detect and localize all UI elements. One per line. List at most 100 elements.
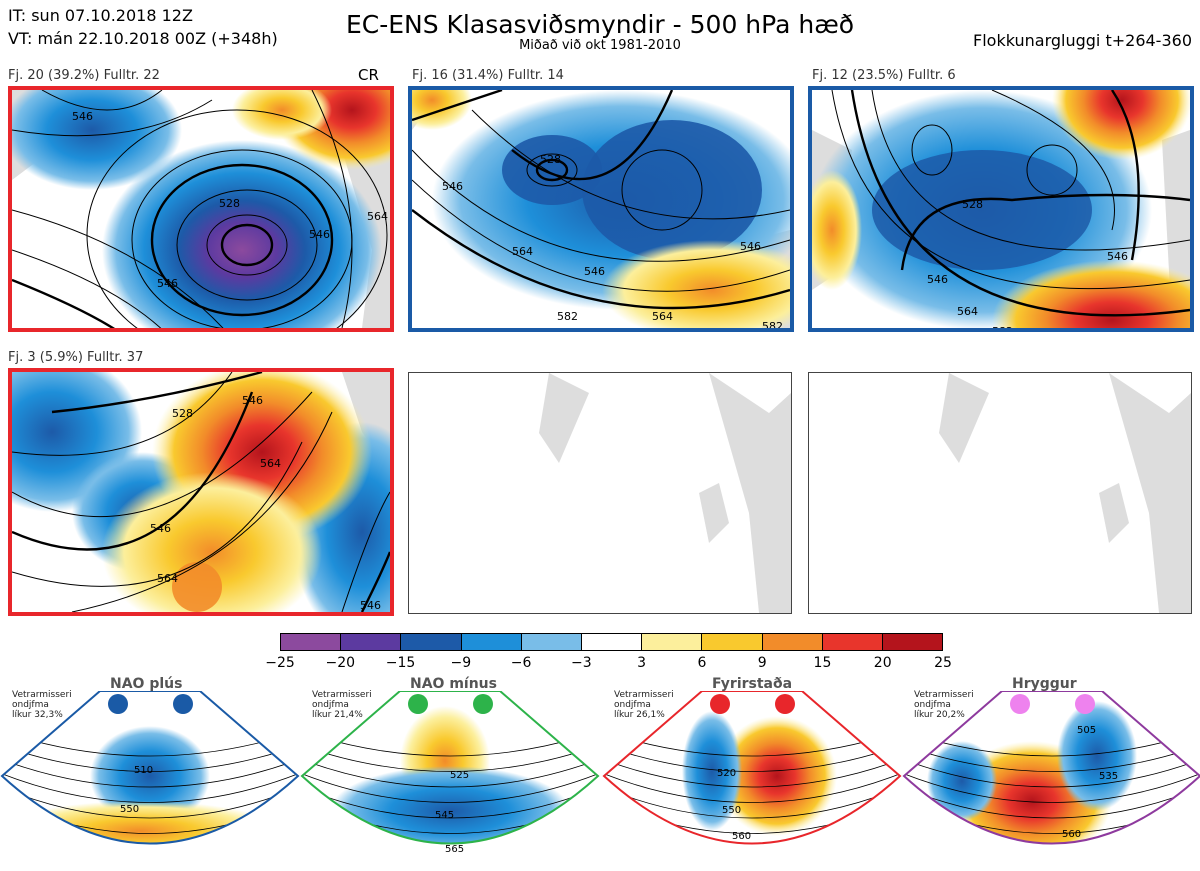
colorbar-swatch <box>882 634 943 650</box>
regime-contour-label: 510 <box>134 765 153 776</box>
cluster-map-4: 528 546 546 564 564 546 <box>8 368 394 616</box>
regime-map: 525 545 565 <box>300 691 600 855</box>
regime-contour-label: 520 <box>717 768 736 779</box>
regime-map: 510 550 <box>0 691 300 845</box>
colorbar-swatch <box>642 634 703 650</box>
regime-note-line: Vetrarmisseri <box>312 690 372 700</box>
regime-note-line: Vetrarmisseri <box>12 690 72 700</box>
contour-label: 546 <box>150 522 171 535</box>
colorbar-swatch <box>341 634 402 650</box>
page-subtitle: Miðað við okt 1981-2010 <box>519 38 681 53</box>
empty-map-5 <box>408 372 792 614</box>
contour-label: 528 <box>219 197 240 210</box>
contour-label: 546 <box>584 265 605 278</box>
contour-label: 546 <box>242 394 263 407</box>
colorbar-swatch <box>822 634 883 650</box>
regime-map: 505 535 560 <box>902 691 1200 845</box>
colorbar-swatch <box>401 634 462 650</box>
regime-note-line: líkur 26,1% <box>614 710 665 720</box>
contour-label: 546 <box>309 228 330 241</box>
regime-note: Vetrarmisseri ondjfma líkur 26,1% <box>614 690 674 720</box>
panel-1-label: Fj. 20 (39.2%) Fulltr. 22 <box>8 68 160 83</box>
contour-label: 564 <box>957 305 978 318</box>
colorbar-swatch <box>581 634 643 650</box>
page-title: EC-ENS Klasasviðsmyndir - 500 hPa hæð <box>345 10 855 39</box>
contour-label: 528 <box>962 198 983 211</box>
regime-marker-dot <box>1075 694 1095 714</box>
regime-note: Vetrarmisseri ondjfma líkur 20,2% <box>914 690 974 720</box>
regime-name: NAO mínus <box>410 676 497 692</box>
contour-label: 564 <box>260 457 281 470</box>
regime-name: Hryggur <box>1012 676 1077 692</box>
regime-contour-label: 525 <box>450 770 469 781</box>
classification-window: Flokkunargluggi t+264-360 <box>973 31 1192 50</box>
regime-name: NAO plús <box>110 676 183 692</box>
regime-contour-label: 565 <box>445 844 464 855</box>
anomaly-colorbar <box>280 633 943 651</box>
regime-marker-dot <box>473 694 493 714</box>
regime-marker-dot <box>775 694 795 714</box>
colorbar-tick-label: 25 <box>934 655 952 671</box>
contour-label: 582 <box>762 320 783 328</box>
regime-note: Vetrarmisseri ondjfma líkur 32,3% <box>12 690 72 720</box>
regime-contour-label: 505 <box>1077 725 1096 736</box>
empty-map-6 <box>808 372 1192 614</box>
panel-2-label: Fj. 16 (31.4%) Fulltr. 14 <box>412 68 564 83</box>
contour-label: 546 <box>157 277 178 290</box>
regime-marker-dot <box>1010 694 1030 714</box>
regime-contour-label: 545 <box>435 810 454 821</box>
regime-contour-label: 550 <box>120 804 139 815</box>
contour-label: 564 <box>512 245 533 258</box>
colorbar-tick-label: −9 <box>450 655 472 671</box>
colorbar-tick-label: −3 <box>571 655 592 671</box>
regime-contour-label: 560 <box>732 831 751 842</box>
init-time: IT: sun 07.10.2018 12Z <box>8 6 193 25</box>
regime-map: 520 550 560 <box>602 691 902 845</box>
regime-marker-dot <box>408 694 428 714</box>
contour-label: 546 <box>740 240 761 253</box>
regime-marker-dot <box>108 694 128 714</box>
regime-contour-label: 550 <box>722 805 741 816</box>
contour-label: 546 <box>927 273 948 286</box>
regime-note-line: Vetrarmisseri <box>614 690 674 700</box>
contour-label: 546 <box>1107 250 1128 263</box>
valid-time: VT: mán 22.10.2018 00Z (+348h) <box>8 29 278 48</box>
cluster-map-3: 528 546 546 564 582 <box>808 86 1194 332</box>
regime-marker-dot <box>710 694 730 714</box>
regime-note-line: líkur 21,4% <box>312 710 363 720</box>
panel-1-tag: CR <box>358 66 379 84</box>
colorbar-swatch <box>461 634 522 650</box>
regime-marker-dot <box>173 694 193 714</box>
contour-label: 528 <box>172 407 193 420</box>
regime-note-line: Vetrarmisseri <box>914 690 974 700</box>
regime-note-line: ondjfma <box>914 700 951 710</box>
regime-note: Vetrarmisseri ondjfma líkur 21,4% <box>312 690 372 720</box>
contour-label: 528 <box>540 153 561 166</box>
regime-note-line: ondjfma <box>312 700 349 710</box>
colorbar-swatch <box>281 634 342 650</box>
contour-label: 564 <box>367 210 388 223</box>
colorbar-tick-label: −20 <box>325 655 356 671</box>
panel-4-label: Fj. 3 (5.9%) Fulltr. 37 <box>8 350 144 365</box>
panel-3-label: Fj. 12 (23.5%) Fulltr. 6 <box>812 68 956 83</box>
colorbar-tick-label: 3 <box>637 655 647 671</box>
regime-contour-label: 535 <box>1099 771 1118 782</box>
regime-note-line: líkur 20,2% <box>914 710 965 720</box>
colorbar-tick-label: 9 <box>757 655 767 671</box>
regime-note-line: ondjfma <box>12 700 49 710</box>
colorbar-tick-label: 20 <box>873 655 892 671</box>
colorbar-tick-label: 6 <box>697 655 707 671</box>
regime-contour-label: 560 <box>1062 829 1081 840</box>
regime-note-line: líkur 32,3% <box>12 710 63 720</box>
contour-label: 546 <box>72 110 93 123</box>
regime-name: Fyrirstaða <box>712 676 793 692</box>
colorbar-tick-label: 15 <box>813 655 832 671</box>
cluster-map-2: 528 546 546 564 564 582 582 546 <box>408 86 794 332</box>
cluster-map-1: 528 546 546 546 564 <box>8 86 394 332</box>
colorbar-tick-label: −15 <box>385 655 416 671</box>
regime-note-line: ondjfma <box>614 700 651 710</box>
colorbar-swatch <box>521 634 582 650</box>
colorbar-swatch <box>762 634 823 650</box>
contour-label: 582 <box>557 310 578 323</box>
contour-label: 564 <box>652 310 673 323</box>
